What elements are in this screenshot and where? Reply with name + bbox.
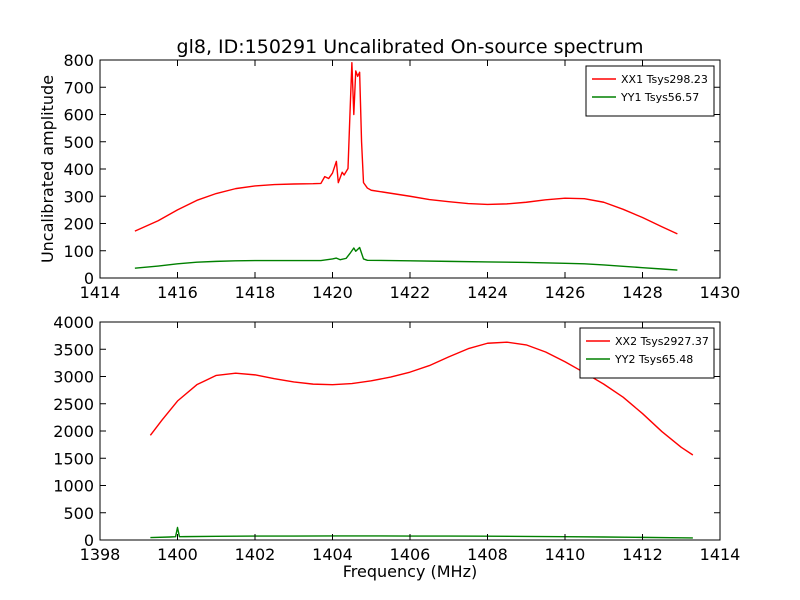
- top-legend-label-1: XX1 Tsys298.23: [621, 73, 708, 86]
- top-y-tick-label: 800: [63, 51, 94, 70]
- top-y-tick-label: 0: [84, 269, 94, 288]
- bottom-x-tick-label: 1412: [622, 545, 663, 564]
- bottom-legend-label-1: XX2 Tsys2927.37: [615, 335, 709, 348]
- top-y-tick-label: 200: [63, 215, 94, 234]
- bottom-series-line-2: [150, 526, 693, 539]
- bottom-y-tick-label: 1500: [53, 449, 94, 468]
- top-y-tick-label: 600: [63, 106, 94, 125]
- figure-title: gl8, ID:150291 Uncalibrated On-source sp…: [177, 36, 644, 58]
- bottom-y-tick-label: 3000: [53, 368, 94, 387]
- bottom-x-tick-label: 1400: [157, 545, 198, 564]
- bottom-y-tick-label: 3500: [53, 340, 94, 359]
- bottom-legend-box: [579, 327, 715, 379]
- bottom-x-tick-label: 1398: [80, 545, 121, 564]
- top-legend-label-2: YY1 Tsys56.57: [620, 91, 699, 104]
- top-x-tick-label: 1424: [467, 283, 508, 302]
- bottom-x-tick-label: 1404: [312, 545, 353, 564]
- top-y-tick-label: 400: [63, 160, 94, 179]
- top-x-tick-label: 1414: [80, 283, 121, 302]
- top-x-tick-label: 1418: [235, 283, 276, 302]
- top-x-tick-label: 1422: [390, 283, 431, 302]
- top-y-tick-label: 700: [63, 78, 94, 97]
- bottom-y-tick-label: 4000: [53, 313, 94, 332]
- top-y-tick-label: 100: [63, 242, 94, 261]
- top-series-line-2: [134, 246, 678, 271]
- bottom-x-tick-label: 1406: [390, 545, 431, 564]
- bottom-x-axis-label: Frequency (MHz): [343, 562, 477, 581]
- bottom-y-tick-label: 1000: [53, 477, 94, 496]
- top-x-tick-label: 1416: [157, 283, 198, 302]
- bottom-y-tick-label: 2000: [53, 422, 94, 441]
- top-x-tick-label: 1428: [622, 283, 663, 302]
- bottom-x-tick-label: 1408: [467, 545, 508, 564]
- top-y-axis-label: Uncalibrated amplitude: [38, 75, 57, 263]
- top-series-line-1: [134, 62, 678, 235]
- top-y-tick-label: 300: [63, 187, 94, 206]
- bottom-series-line-1: [149, 341, 694, 456]
- top-x-tick-label: 1430: [700, 283, 741, 302]
- bottom-x-tick-label: 1410: [545, 545, 586, 564]
- bottom-x-tick-label: 1402: [235, 545, 276, 564]
- bottom-legend-label-2: YY2 Tsys65.48: [614, 353, 693, 366]
- top-x-tick-label: 1426: [545, 283, 586, 302]
- bottom-y-tick-label: 0: [84, 531, 94, 550]
- bottom-y-tick-label: 500: [63, 504, 94, 523]
- plot-bottom: 1398 1400 1402 1404 1406 1408 1410 1412 1414 0 500…: [53, 313, 740, 564]
- top-legend-box: [585, 65, 715, 117]
- bottom-x-tick-label: 1414: [700, 545, 741, 564]
- plot-top: 1414 1416 1418 1420 1422 1424 1426 1428 1430 0 100…: [63, 51, 740, 302]
- top-x-tick-label: 1420: [312, 283, 353, 302]
- top-y-tick-label: 500: [63, 133, 94, 152]
- bottom-y-tick-label: 2500: [53, 395, 94, 414]
